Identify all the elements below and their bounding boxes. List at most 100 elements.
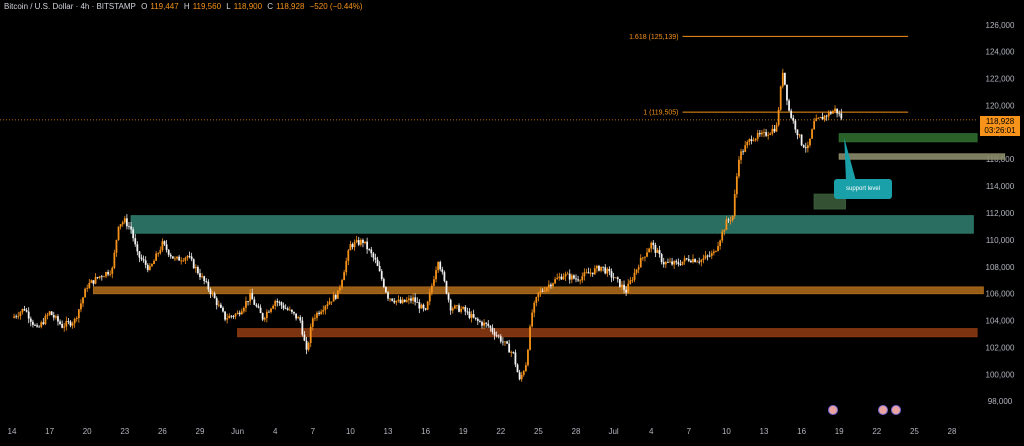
candle-body	[420, 304, 423, 309]
candle-body	[758, 133, 761, 135]
candle-body	[485, 322, 488, 324]
candle-body	[689, 260, 692, 263]
candle-body	[625, 289, 628, 293]
candle-body	[700, 259, 703, 262]
x-tick-label: 19	[835, 427, 844, 436]
candle-body	[226, 318, 229, 320]
candle-body	[90, 280, 93, 283]
candle-body	[439, 262, 442, 270]
candle-body	[449, 299, 452, 311]
candle-body	[245, 301, 247, 308]
candle-body	[84, 288, 87, 298]
candle-body	[662, 262, 665, 265]
y-tick-label: 100,000	[986, 370, 1015, 379]
candle-body	[487, 323, 490, 326]
candle-body	[332, 294, 335, 302]
candle-body	[493, 331, 496, 336]
open-label: O	[141, 2, 148, 11]
candle-body	[794, 120, 797, 130]
candle-body	[608, 268, 611, 272]
candle-body	[504, 341, 506, 343]
candle-body	[602, 266, 605, 268]
candle-body	[717, 246, 719, 252]
candle-body	[583, 272, 586, 277]
candle-body	[520, 374, 523, 380]
x-tick-label: 13	[384, 427, 393, 436]
candle-body	[140, 257, 143, 260]
us-flag-event-icon[interactable]	[891, 405, 901, 415]
candle-body	[311, 318, 314, 327]
candle-body	[508, 343, 511, 353]
candle-body	[355, 240, 358, 243]
support-level-callout[interactable]: support level	[834, 179, 892, 199]
close-label: C	[267, 2, 274, 11]
candle-body	[349, 244, 352, 251]
candle-body	[673, 261, 676, 265]
candle-body	[740, 151, 742, 160]
candle-body	[330, 301, 333, 303]
candle-body	[167, 249, 170, 255]
candle-body	[771, 128, 774, 134]
candle-body	[278, 302, 281, 304]
candle-body	[585, 272, 588, 274]
us-flag-event-icon[interactable]	[878, 405, 888, 415]
candle-body	[270, 308, 272, 312]
candle-body	[77, 309, 80, 319]
candle-body	[115, 239, 118, 253]
x-tick-label: 4	[649, 427, 654, 436]
candle-body	[13, 316, 15, 318]
candle-body	[272, 305, 275, 309]
candle-body	[547, 284, 550, 288]
candle-body	[169, 254, 172, 257]
candle-body	[481, 321, 483, 326]
us-flag-event-icon[interactable]	[828, 405, 838, 415]
candle-body	[554, 279, 557, 284]
candle-body	[491, 327, 494, 332]
candle-body	[416, 301, 419, 303]
candle-body	[155, 253, 158, 261]
candle-body	[681, 261, 684, 265]
candle-body	[637, 267, 640, 270]
candle-body	[541, 290, 544, 292]
candle-body	[328, 301, 331, 305]
candle-body	[46, 314, 49, 316]
x-tick-label: 29	[196, 427, 205, 436]
candle-body	[815, 118, 818, 122]
candle-body	[754, 138, 757, 141]
candle-body	[324, 306, 327, 311]
candle-body	[357, 240, 360, 245]
x-tick-label: 13	[760, 427, 769, 436]
candle-body	[100, 276, 103, 278]
candle-body	[105, 272, 107, 277]
candle-body	[418, 302, 421, 309]
candle-body	[82, 297, 84, 304]
candle-body	[219, 304, 222, 308]
candle-body	[132, 229, 135, 239]
candle-body	[796, 129, 799, 136]
candle-body	[236, 312, 239, 315]
support-resistance-zone	[838, 133, 978, 143]
candle-body	[123, 218, 126, 223]
candle-body	[679, 264, 682, 265]
candle-body	[374, 257, 377, 260]
candle-body	[107, 272, 109, 275]
x-tick-label: 26	[158, 427, 167, 436]
candle-body	[391, 298, 394, 301]
candle-body	[453, 305, 456, 309]
candle-body	[309, 326, 312, 344]
candle-body	[516, 364, 519, 373]
x-tick-label: 14	[8, 427, 17, 436]
candle-body	[157, 253, 160, 254]
candle-body	[385, 287, 387, 293]
candle-body	[792, 117, 795, 121]
candle-body	[562, 276, 565, 280]
candle-body	[612, 277, 615, 279]
candle-body	[25, 310, 28, 312]
candle-body	[405, 300, 408, 302]
candle-body	[664, 262, 667, 265]
candle-body	[184, 257, 187, 261]
candle-body	[719, 240, 722, 247]
candle-body	[362, 239, 364, 243]
